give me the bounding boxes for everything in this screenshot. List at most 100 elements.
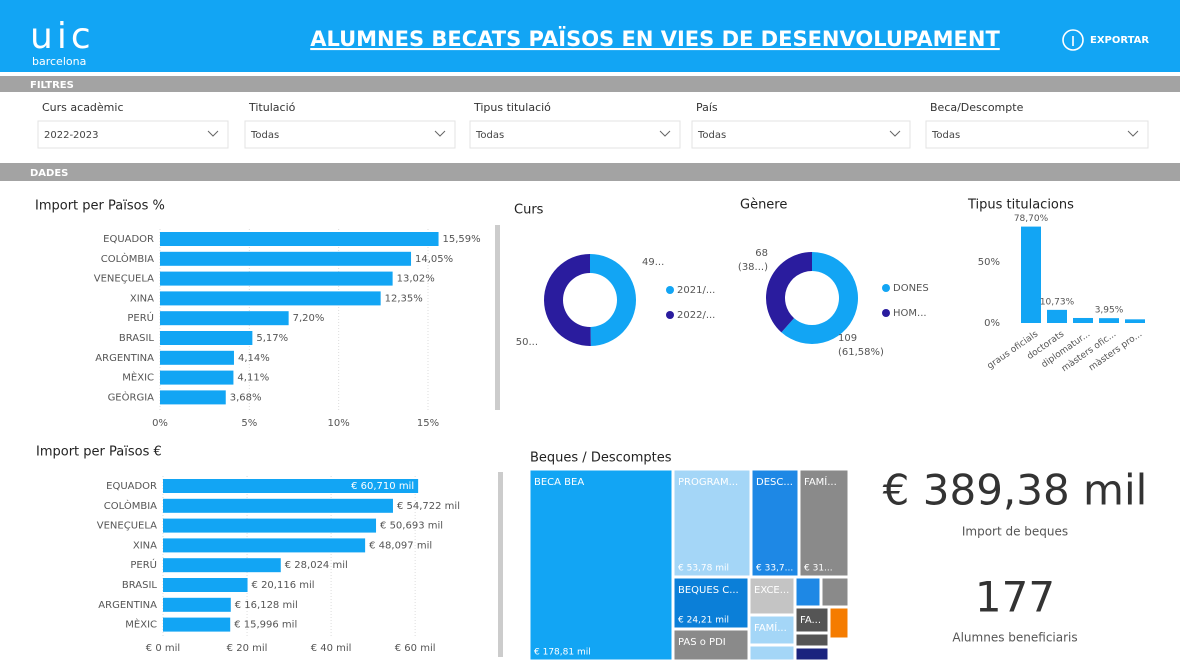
chart-title: Beques / Descomptes xyxy=(530,451,672,466)
bar xyxy=(160,251,412,266)
bar xyxy=(163,479,419,493)
data-bar xyxy=(0,163,1180,181)
dropdown-value: Todas xyxy=(931,130,960,141)
tile-value: € 53,78 mil xyxy=(678,564,729,574)
bar xyxy=(163,597,231,612)
treemap-tile xyxy=(799,469,849,577)
kpi-label: Alumnes beneficiaris xyxy=(952,631,1077,645)
x-tick-label: € 20 mil xyxy=(227,643,268,654)
slice-label: 109 xyxy=(838,333,857,344)
value-label: 5,17% xyxy=(256,333,288,344)
tile-label: EXCE... xyxy=(754,585,789,596)
treemap-tile xyxy=(829,607,849,639)
value-label: € 50,693 mil xyxy=(380,521,443,532)
treemap-tile xyxy=(795,577,821,607)
tile-value: € 33,7... xyxy=(756,564,793,574)
donut-slice xyxy=(765,252,812,333)
bar xyxy=(163,518,377,533)
donut-slice xyxy=(781,252,859,344)
dropdown[interactable] xyxy=(37,120,229,149)
dropdown[interactable] xyxy=(469,120,681,149)
x-tick-label: € 60 mil xyxy=(395,643,436,654)
bar xyxy=(1047,309,1067,323)
value-label: 15,59% xyxy=(443,234,481,245)
category-label: EQUADOR xyxy=(103,234,154,245)
bar xyxy=(160,271,393,286)
category-label: ARGENTINA xyxy=(95,353,154,364)
chevron xyxy=(889,130,901,137)
value-label: 78,70% xyxy=(1014,214,1049,224)
category-label: MÈXIC xyxy=(122,371,154,384)
category-label: PERÚ xyxy=(127,311,154,324)
bar xyxy=(1021,226,1041,323)
value-label: 10,73% xyxy=(1040,297,1075,307)
export-button[interactable]: EXPORTAR xyxy=(1062,29,1149,51)
treemap-tile xyxy=(751,469,799,577)
kpi-label: Import de beques xyxy=(962,525,1068,539)
chevron xyxy=(434,130,446,137)
chart-title: Import per Països € xyxy=(36,445,162,460)
data-heading: DADES xyxy=(30,168,68,179)
x-tick-label: € 40 mil xyxy=(311,643,352,654)
chart-title: Gènere xyxy=(740,198,787,213)
treemap-tile xyxy=(749,615,795,645)
bar xyxy=(1073,317,1093,323)
legend-marker xyxy=(666,311,674,319)
x-tick-label: 10% xyxy=(328,418,350,429)
bar xyxy=(160,370,234,385)
value-label: 4,11% xyxy=(237,373,269,384)
value-label: € 16,128 mil xyxy=(235,600,298,611)
tile-label: PROGRAM... xyxy=(678,477,738,488)
filter-label: Beca/Descompte xyxy=(930,101,1024,114)
legend-marker xyxy=(882,309,890,317)
value-label: 7,20% xyxy=(293,313,325,324)
y-tick-label: 50% xyxy=(978,257,1000,268)
slice-label: 49... xyxy=(642,257,664,268)
x-tick-label: 5% xyxy=(241,418,257,429)
page-title: ALUMNES BECATS PAÏSOS EN VIES DE DESENVO… xyxy=(310,26,1000,51)
tile-value: € 178,81 mil xyxy=(534,648,591,658)
tile-value: € 24,21 mil xyxy=(678,616,729,626)
bar xyxy=(163,538,366,553)
info-icon xyxy=(1062,29,1084,51)
kpi-value: 177 xyxy=(975,573,1055,622)
value-label: 14,05% xyxy=(415,254,453,265)
chevron xyxy=(659,130,671,137)
bar xyxy=(163,617,231,632)
slice-percent: (38...) xyxy=(738,262,768,273)
scrollbar[interactable] xyxy=(498,472,503,657)
value-label: 13,02% xyxy=(397,274,435,285)
slice-percent: (61,58%) xyxy=(838,347,884,358)
category-label: GEÒRGIA xyxy=(108,390,155,403)
tile-label: DESC... xyxy=(756,477,793,488)
donut-slice xyxy=(544,254,591,346)
header-bar xyxy=(0,0,1180,72)
treemap-tile xyxy=(529,469,673,661)
value-label: € 28,024 mil xyxy=(285,560,348,571)
slice-label: 68 xyxy=(755,248,768,259)
bar xyxy=(163,498,393,513)
dropdown-value: Todas xyxy=(697,130,726,141)
category-label: EQUADOR xyxy=(106,481,157,492)
dropdown[interactable] xyxy=(925,120,1149,149)
filter-label: Curs acadèmic xyxy=(42,101,124,114)
treemap-tile xyxy=(749,577,795,615)
dropdown[interactable] xyxy=(691,120,911,149)
dropdown[interactable] xyxy=(244,120,456,149)
treemap-tile xyxy=(795,607,829,633)
bar xyxy=(160,232,439,246)
bar xyxy=(160,291,381,306)
chevron xyxy=(1127,130,1139,137)
value-label: € 48,097 mil xyxy=(369,540,432,551)
scrollbar[interactable] xyxy=(495,225,500,410)
tile-value: € 31... xyxy=(804,564,833,574)
chart-title: Curs xyxy=(514,203,544,218)
value-label: 3,95% xyxy=(1095,306,1124,316)
value-label: € 20,116 mil xyxy=(252,580,315,591)
category-label: PERÚ xyxy=(130,558,157,571)
category-label: XINA xyxy=(133,540,157,551)
category-label: BRASIL xyxy=(122,580,158,591)
y-tick-label: 0% xyxy=(984,318,1000,329)
value-label: 12,35% xyxy=(385,293,423,304)
export-label[interactable]: EXPORTAR xyxy=(1090,35,1149,46)
